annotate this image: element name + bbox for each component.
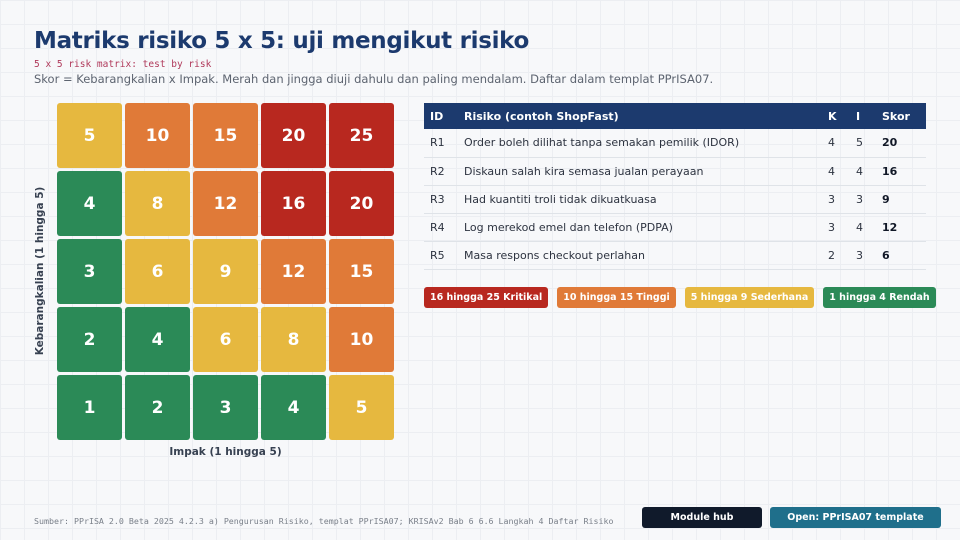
col-k-header: K	[822, 103, 850, 129]
matrix-cell: 12	[193, 171, 258, 236]
cell-id: R4	[424, 213, 458, 242]
legend-chip-high: 10 hingga 15 Tinggi	[557, 287, 676, 308]
matrix-cell: 2	[125, 375, 190, 440]
matrix-cell: 25	[329, 103, 394, 168]
cell-id: R2	[424, 157, 458, 186]
matrix-cell: 10	[329, 307, 394, 372]
table-row: R3 Had kuantiti troli tidak dikuatkuasa 3 3…	[424, 185, 926, 214]
cell-risk: Had kuantiti troli tidak dikuatkuasa	[458, 185, 822, 214]
cell-risk: Log merekod emel dan telefon (PDPA)	[458, 213, 822, 242]
table-row: R2 Diskaun salah kira semasa jualan peray…	[424, 157, 926, 186]
table-row: R5 Masa respons checkout perlahan 2 3 6	[424, 241, 926, 270]
matrix-x-axis-label: Impak (1 hingga 5)	[169, 446, 282, 458]
y-axis-label-text: Kebarangkalian (1 hingga 5)	[34, 186, 46, 356]
cell-i: 3	[850, 185, 876, 214]
cell-score: 16	[876, 157, 926, 186]
matrix-cell: 3	[57, 239, 122, 304]
matrix-cell: 9	[193, 239, 258, 304]
col-i-header: I	[850, 103, 876, 129]
matrix-cell: 10	[125, 103, 190, 168]
matrix-cell: 12	[261, 239, 326, 304]
matrix-cell: 16	[261, 171, 326, 236]
matrix-cell: 5	[329, 375, 394, 440]
table-row: R4 Log merekod emel dan telefon (PDPA) 3 4 1…	[424, 213, 926, 242]
matrix-cell: 8	[261, 307, 326, 372]
cell-i: 4	[850, 157, 876, 186]
cell-i: 4	[850, 213, 876, 242]
cell-id: R3	[424, 185, 458, 214]
source-citation: Sumber: PPrISA 2.0 Beta 2025 4.2.3 a) Pe…	[34, 516, 614, 526]
legend-chip-critical: 16 hingga 25 Kritikal	[424, 287, 549, 308]
cell-i: 5	[850, 129, 876, 158]
legend-chip-medium: 5 hingga 9 Sederhana	[684, 287, 815, 308]
col-risk-header: Risiko (contoh ShopFast)	[458, 103, 822, 129]
page-description: Skor = Kebarangkalian x Impak. Merah dan…	[34, 72, 714, 86]
col-id-header: ID	[424, 103, 458, 129]
cell-score: 9	[876, 185, 926, 214]
matrix-cell: 6	[193, 307, 258, 372]
cell-risk: Diskaun salah kira semasa jualan perayaa…	[458, 157, 822, 186]
matrix-cell: 8	[125, 171, 190, 236]
legend-chip-low: 1 hingga 4 Rendah	[823, 287, 936, 308]
matrix-cell: 4	[57, 171, 122, 236]
cell-k: 2	[822, 241, 850, 270]
table-row: R1 Order boleh dilihat tanpa semakan pemi…	[424, 129, 926, 158]
matrix-cell: 3	[193, 375, 258, 440]
risk-matrix: 5 10 15 20 25 4 8 12 16 20 3 6 9 12 15 2 4 6 8 10 1 2 3 4 5	[57, 103, 394, 440]
table-header-row: ID Risiko (contoh ShopFast) K I Skor	[424, 103, 926, 129]
cell-k: 3	[822, 213, 850, 242]
cell-risk: Masa respons checkout perlahan	[458, 241, 822, 270]
cell-score: 20	[876, 129, 926, 158]
cell-k: 3	[822, 185, 850, 214]
matrix-cell: 6	[125, 239, 190, 304]
risk-register-table: ID Risiko (contoh ShopFast) K I Skor R1 O…	[424, 103, 926, 270]
matrix-cell: 5	[57, 103, 122, 168]
matrix-cell: 4	[261, 375, 326, 440]
matrix-cell: 15	[329, 239, 394, 304]
cell-score: 6	[876, 241, 926, 270]
module-hub-button[interactable]: Module hub	[642, 507, 762, 528]
matrix-cell: 15	[193, 103, 258, 168]
matrix-cell: 1	[57, 375, 122, 440]
severity-legend: 16 hingga 25 Kritikal 10 hingga 15 Tinggi…	[424, 287, 936, 308]
matrix-cell: 4	[125, 307, 190, 372]
open-template-button[interactable]: Open: PPrISA07 template	[770, 507, 941, 528]
matrix-cell: 20	[329, 171, 394, 236]
cell-score: 12	[876, 213, 926, 242]
matrix-cell: 20	[261, 103, 326, 168]
cell-k: 4	[822, 157, 850, 186]
cell-risk: Order boleh dilihat tanpa semakan pemili…	[458, 129, 822, 158]
cell-i: 3	[850, 241, 876, 270]
cell-k: 4	[822, 129, 850, 158]
col-score-header: Skor	[876, 103, 926, 129]
page-subtitle: 5 x 5 risk matrix: test by risk	[34, 59, 212, 70]
page-title: Matriks risiko 5 x 5: uji mengikut risik…	[34, 28, 530, 54]
cell-id: R5	[424, 241, 458, 270]
matrix-cell: 2	[57, 307, 122, 372]
cell-id: R1	[424, 129, 458, 158]
